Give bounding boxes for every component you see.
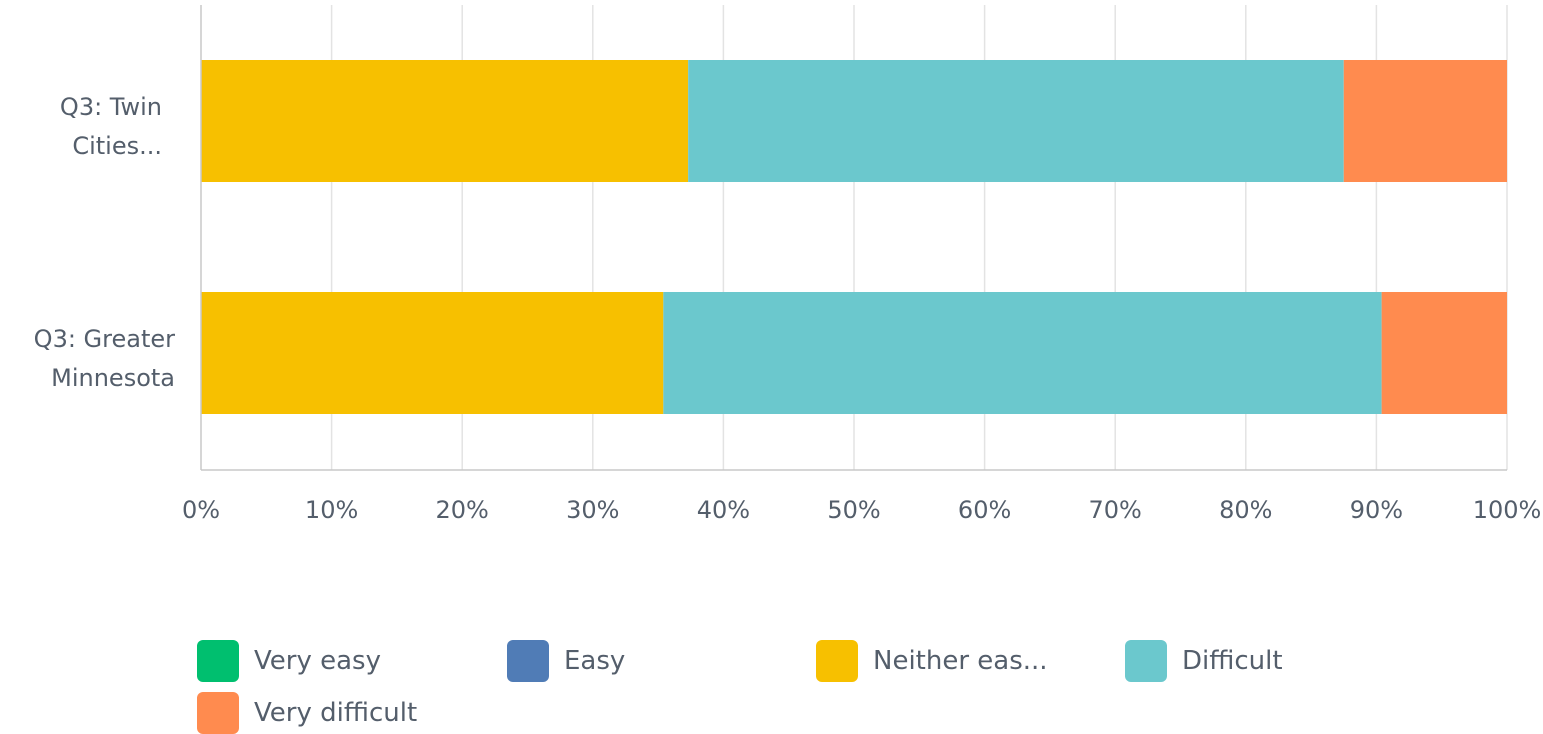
x-tick-label: 40% (697, 496, 750, 524)
legend-swatch-difficult (1125, 640, 1167, 682)
x-tick-label: 60% (958, 496, 1011, 524)
x-tick-label: 10% (305, 496, 358, 524)
x-tick-label: 100% (1473, 496, 1542, 524)
bar-segment (1381, 292, 1507, 414)
bar-segment (688, 60, 1344, 182)
axes (200, 5, 1507, 471)
legend-label-neither: Neither eas... (873, 646, 1048, 676)
legend-label-very-difficult: Very difficult (254, 698, 418, 728)
bar-segment (201, 292, 664, 414)
legend-item-easy[interactable]: Easy (507, 640, 625, 682)
legend-label-difficult: Difficult (1182, 646, 1283, 676)
legend-item-very-easy[interactable]: Very easy (197, 640, 381, 682)
legend-label-easy: Easy (564, 646, 626, 676)
legend-swatch-easy (507, 640, 549, 682)
x-tick-label: 30% (566, 496, 619, 524)
y-category-label: Q3: Twin (60, 93, 162, 121)
x-tick-label: 70% (1089, 496, 1142, 524)
x-tick-label: 0% (182, 496, 220, 524)
y-category-labels: Q3: Twin Cities... Q3: Greater Minnesota (34, 93, 175, 392)
x-tick-label: 50% (827, 496, 880, 524)
legend-item-difficult[interactable]: Difficult (1125, 640, 1283, 682)
bar-segment (201, 60, 689, 182)
bars (201, 60, 1507, 414)
y-category-label: Q3: Greater (34, 325, 175, 353)
x-tick-label: 90% (1350, 496, 1403, 524)
legend-label-very-easy: Very easy (254, 646, 381, 676)
legend-item-very-difficult[interactable]: Very difficult (197, 692, 417, 734)
x-tick-labels: 0% 10% 20% 30% 40% 50% 60% 70% 80% 90% 100% (182, 496, 1541, 524)
x-tick-label: 80% (1219, 496, 1272, 524)
legend-swatch-very-difficult (197, 692, 239, 734)
legend-swatch-neither (816, 640, 858, 682)
bar-segment (1343, 60, 1507, 182)
bar-segment (663, 292, 1382, 414)
y-category-label: Minnesota (51, 364, 175, 392)
y-category-label: Cities... (72, 132, 162, 160)
x-tick-label: 20% (436, 496, 489, 524)
legend-swatch-very-easy (197, 640, 239, 682)
legend-item-neither[interactable]: Neither eas... (816, 640, 1048, 682)
